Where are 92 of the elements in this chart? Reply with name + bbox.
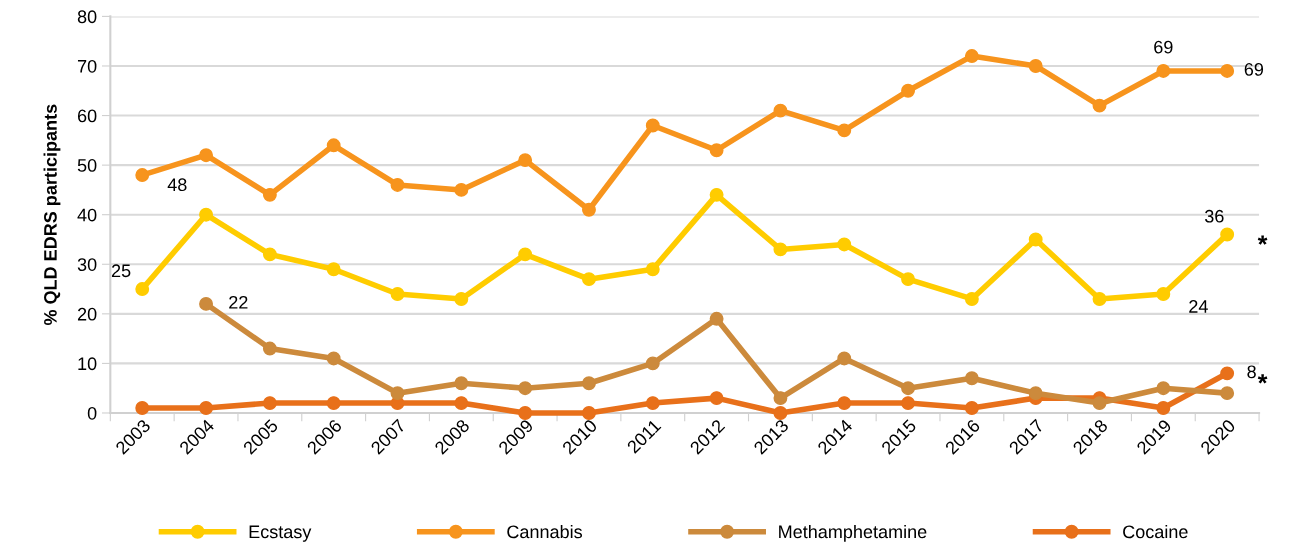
point <box>390 386 405 401</box>
point <box>390 178 405 192</box>
point <box>901 272 916 287</box>
point <box>1156 287 1171 301</box>
point <box>1028 59 1043 73</box>
point <box>582 376 596 391</box>
y-tick-label: 50 <box>77 159 97 172</box>
y-tick-label: 40 <box>77 208 97 222</box>
y-axis-title: % QLD EDRS participants <box>43 104 61 326</box>
y-tick-label: 60 <box>77 109 97 123</box>
point <box>1156 401 1171 415</box>
y-tick-label: 20 <box>77 307 97 321</box>
point <box>645 262 660 277</box>
point <box>390 287 405 301</box>
point <box>454 182 469 197</box>
point <box>135 401 150 415</box>
data-label: 8 <box>1247 365 1256 379</box>
point <box>1028 232 1043 247</box>
point <box>901 396 916 411</box>
point <box>262 341 277 356</box>
annotation: * <box>1257 235 1268 245</box>
legend-label: Cannabis <box>507 524 583 539</box>
point <box>709 143 724 158</box>
point <box>1220 366 1235 381</box>
data-label: 36 <box>1204 209 1224 223</box>
point <box>901 83 916 98</box>
point <box>837 396 852 411</box>
point <box>135 282 150 297</box>
point <box>1220 386 1235 401</box>
data-label: 69 <box>1154 40 1173 54</box>
point <box>518 406 533 420</box>
point <box>1220 227 1235 242</box>
point <box>1156 63 1171 78</box>
point <box>709 187 724 202</box>
data-label: 69 <box>1244 63 1264 76</box>
point <box>645 118 660 133</box>
y-tick-label: 10 <box>78 357 97 371</box>
data-label: 48 <box>167 178 187 192</box>
point <box>1220 63 1235 78</box>
point <box>326 262 341 277</box>
legend-label: Methamphetamine <box>779 524 927 542</box>
point <box>1092 396 1107 411</box>
point <box>454 376 469 391</box>
legend-label: Ecstasy <box>249 525 312 542</box>
legend-label: Cocaine <box>1123 524 1188 539</box>
point <box>837 351 852 366</box>
point <box>326 396 341 411</box>
point <box>773 242 788 257</box>
point <box>1156 381 1171 396</box>
point <box>1092 98 1107 113</box>
point <box>518 247 533 262</box>
point <box>837 237 852 252</box>
point <box>709 391 724 406</box>
point <box>773 103 788 118</box>
point <box>199 401 214 415</box>
data-label: 25 <box>111 264 131 278</box>
point <box>326 138 341 153</box>
y-tick-label: 30 <box>77 258 97 271</box>
point <box>454 292 469 306</box>
data-label: 22 <box>229 295 248 309</box>
data-label: 24 <box>1189 300 1208 313</box>
point <box>964 401 979 415</box>
point <box>326 351 341 366</box>
point <box>964 371 979 386</box>
point <box>518 153 533 168</box>
point <box>199 296 214 311</box>
point <box>837 123 852 138</box>
point <box>582 406 596 420</box>
point <box>582 202 596 217</box>
y-tick-label: 0 <box>87 406 97 420</box>
point <box>1028 386 1043 401</box>
point <box>454 396 469 411</box>
point <box>518 381 533 396</box>
point <box>199 148 214 163</box>
y-tick-label: 80 <box>77 10 97 24</box>
annotation: * <box>1257 374 1268 384</box>
point <box>262 396 277 411</box>
point <box>964 49 979 64</box>
point <box>135 168 150 182</box>
point <box>645 356 660 371</box>
point <box>199 207 214 222</box>
point <box>901 381 916 396</box>
point <box>773 406 788 420</box>
point <box>709 311 724 326</box>
point <box>582 272 596 287</box>
point <box>262 247 277 262</box>
point <box>262 187 277 202</box>
point <box>964 292 979 306</box>
point <box>1092 292 1107 306</box>
point <box>773 391 788 406</box>
y-tick-label: 70 <box>77 59 97 73</box>
point <box>645 396 660 411</box>
